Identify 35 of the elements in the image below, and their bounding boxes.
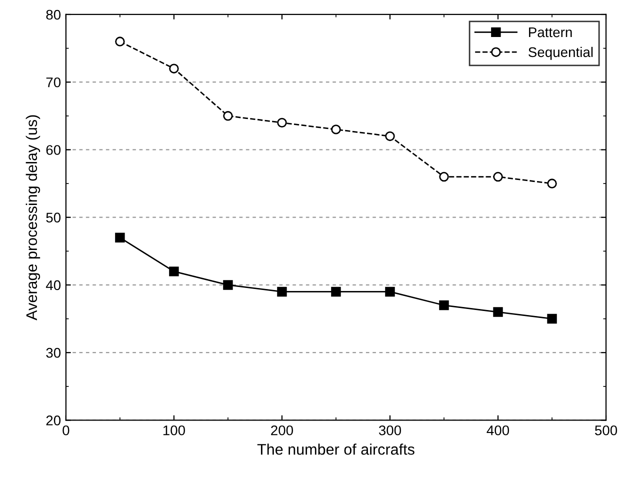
y-tick-label: 40 <box>46 280 61 290</box>
point <box>223 280 233 290</box>
point <box>385 131 395 142</box>
point <box>439 300 449 310</box>
point <box>331 124 341 134</box>
point <box>277 286 287 297</box>
point <box>385 286 395 297</box>
point <box>493 307 503 317</box>
y-tick-label: 80 <box>46 10 61 20</box>
x-tick-label: 500 <box>594 425 618 436</box>
point <box>439 172 449 182</box>
x-tick-label: 200 <box>271 425 294 436</box>
y-axis-title: Average processing delay (us) <box>26 115 40 320</box>
y-tick-label: 50 <box>46 212 61 223</box>
point <box>331 286 341 297</box>
x-tick-label: 100 <box>163 425 185 436</box>
point <box>115 232 125 242</box>
point <box>169 266 179 276</box>
x-axis-title: The number of aircrafts <box>257 444 414 455</box>
point <box>223 111 233 121</box>
point <box>169 64 179 74</box>
legend-label: Pattern <box>529 28 572 38</box>
x-tick-label: 300 <box>378 425 402 436</box>
point <box>547 178 557 188</box>
point <box>115 36 125 46</box>
y-tick-label: 70 <box>46 77 61 88</box>
y-tick-label: 20 <box>46 416 61 426</box>
point <box>547 314 557 324</box>
point <box>277 118 287 128</box>
x-tick-label: 0 <box>62 425 70 436</box>
y-tick-label: 60 <box>46 145 61 155</box>
x-tick-label: 400 <box>486 425 510 436</box>
legend-label: Sequential <box>528 46 593 60</box>
point <box>493 172 503 182</box>
y-tick-label: 30 <box>46 348 61 358</box>
